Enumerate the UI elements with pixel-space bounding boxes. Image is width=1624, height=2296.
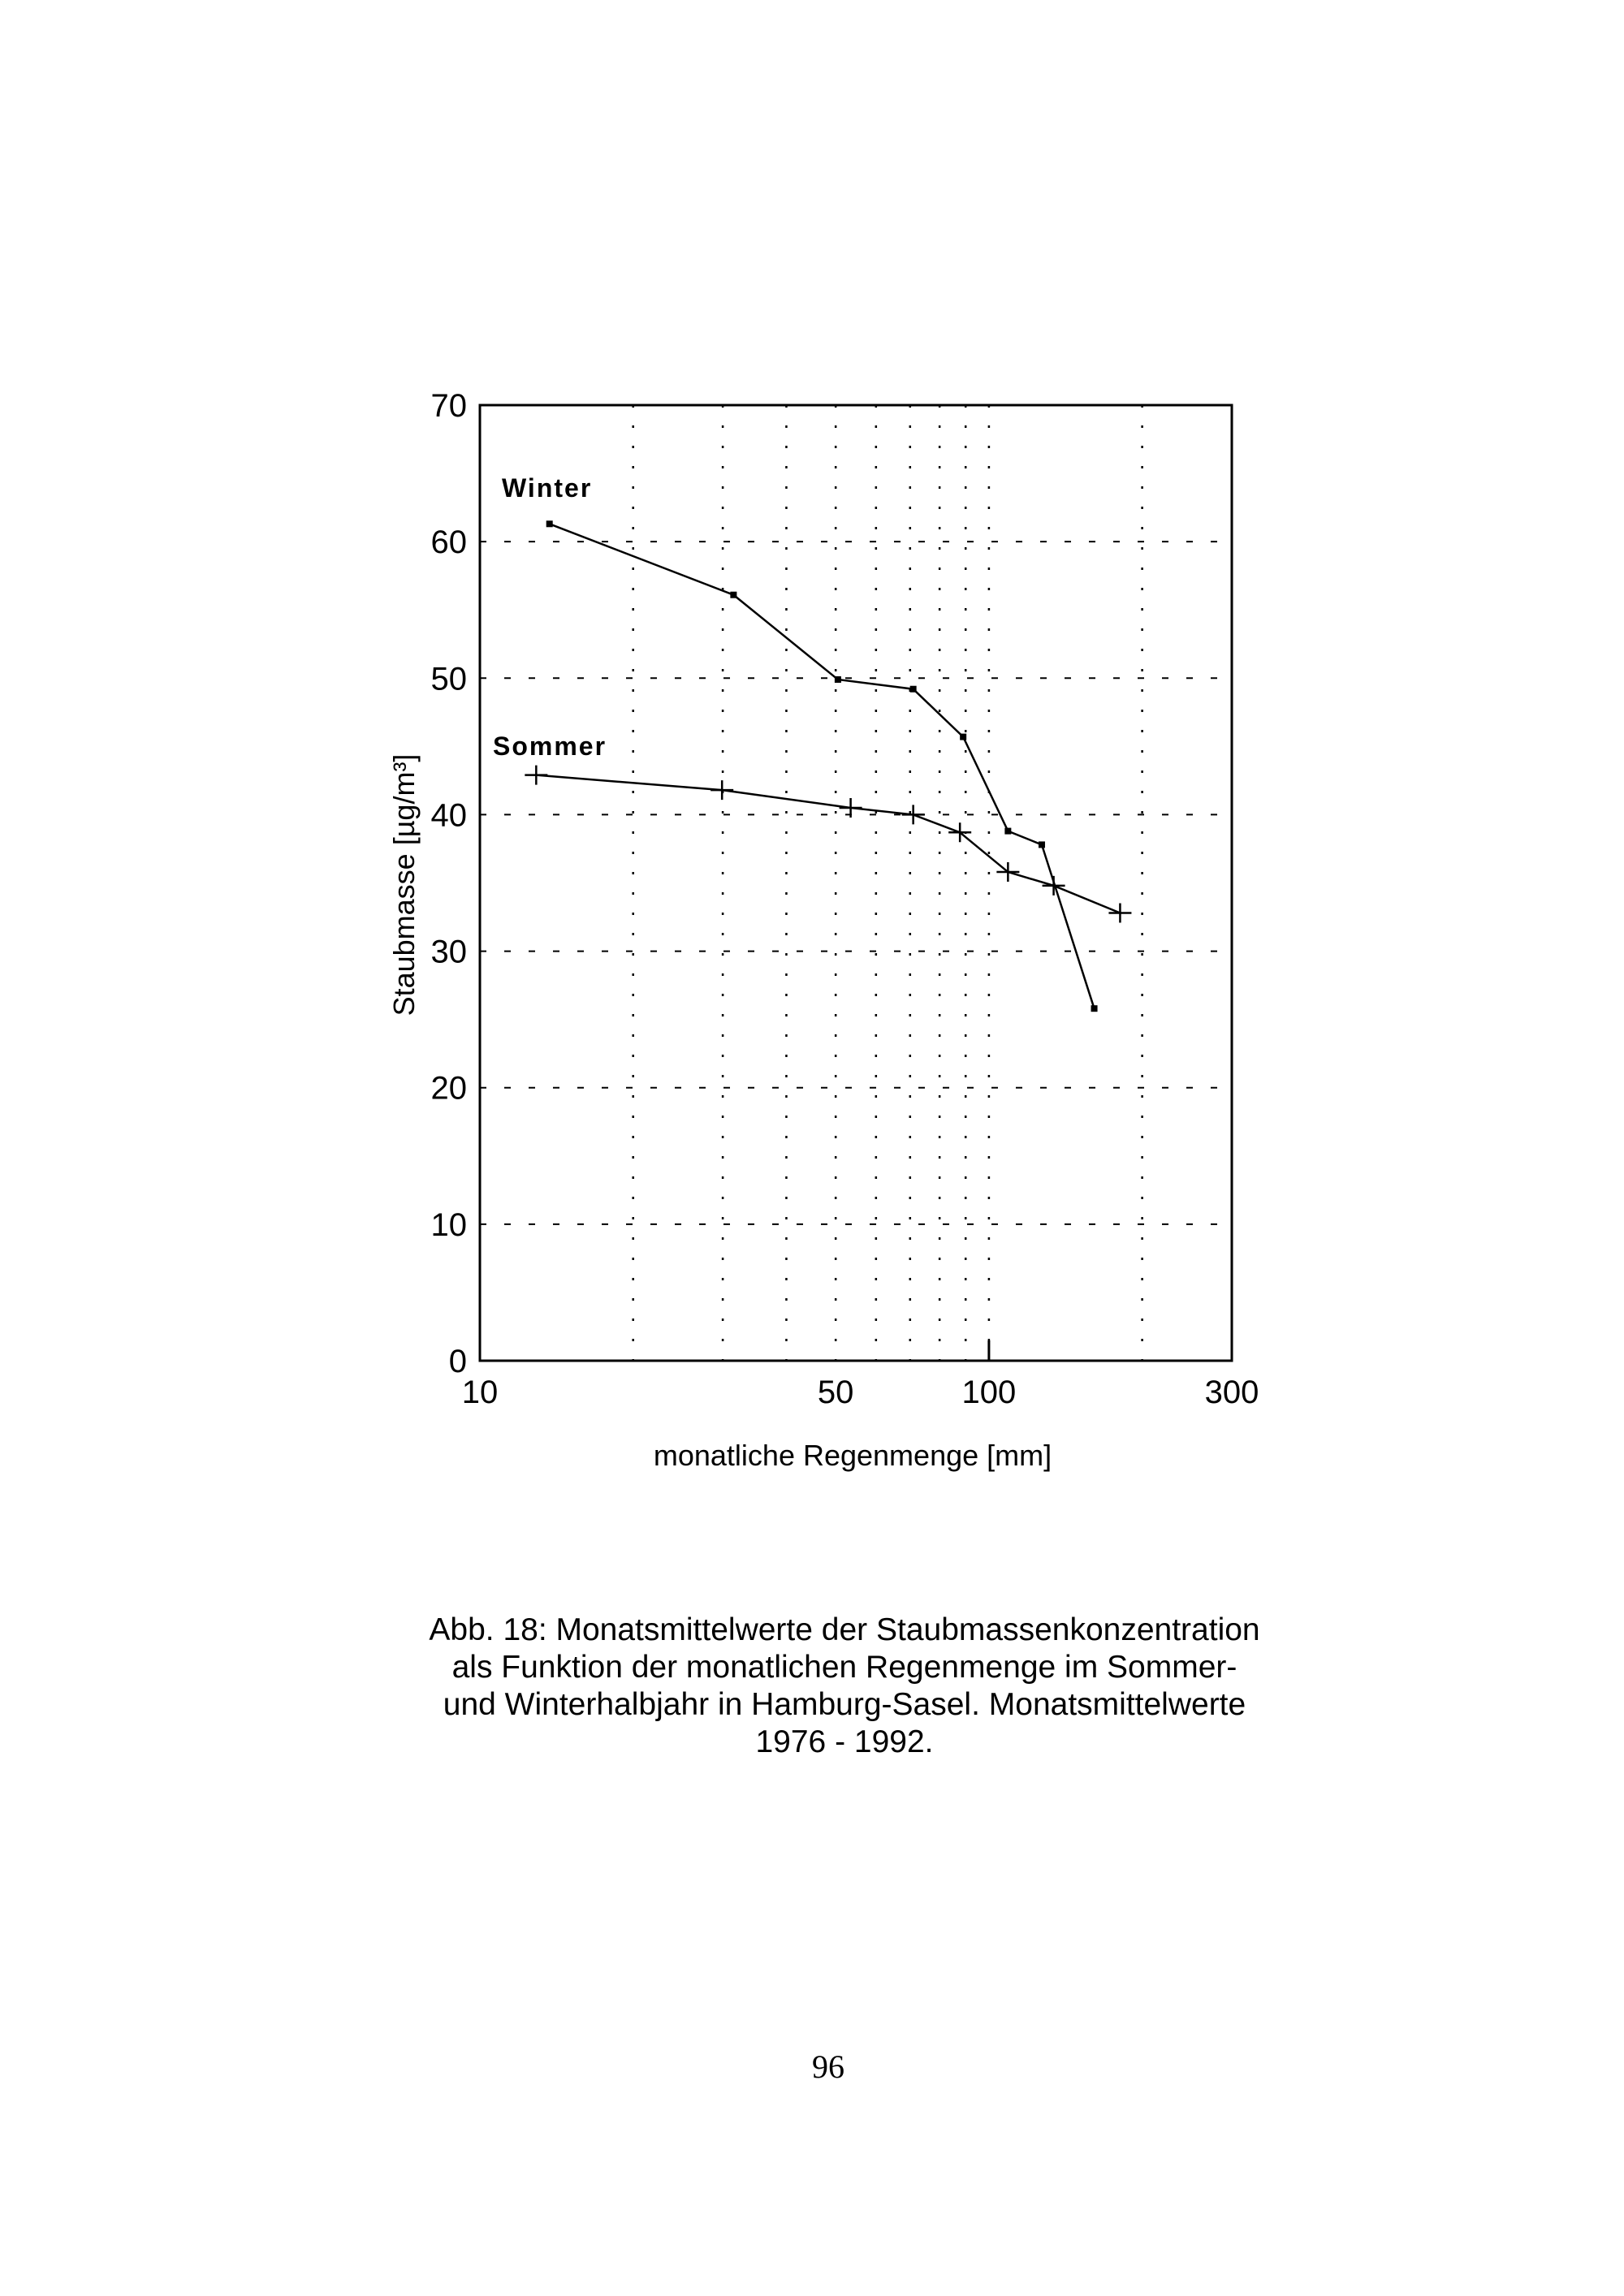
page-number: 96 xyxy=(812,2048,844,2085)
y-tick-label: 70 xyxy=(431,388,468,424)
data-point-winter xyxy=(1004,827,1012,835)
x-axis-label: monatliche Regenmenge [mm] xyxy=(654,1439,1052,1472)
data-point-sommer xyxy=(839,798,862,818)
series-line-sommer xyxy=(536,774,1121,914)
data-point-winter xyxy=(730,591,737,598)
data-point-sommer xyxy=(525,765,548,785)
data-point-sommer xyxy=(710,780,734,801)
data-point-winter xyxy=(1091,1005,1098,1012)
series-line-winter xyxy=(549,523,1095,1009)
y-tick-label: 60 xyxy=(431,524,468,560)
x-tick-label: 100 xyxy=(962,1375,1017,1410)
caption-line: Abb. 18: Monatsmittelwerte der Staubmass… xyxy=(429,1612,1260,1647)
x-tick-label: 300 xyxy=(1205,1375,1259,1410)
series-layer: Winter Sommer xyxy=(493,473,1132,1012)
data-point-winter xyxy=(1038,841,1045,848)
plot-frame xyxy=(478,404,1233,1362)
series-label-winter: Winter xyxy=(502,473,592,503)
caption-line: 1976 - 1992. xyxy=(755,1724,934,1759)
data-point-winter xyxy=(546,520,553,528)
data-point-winter xyxy=(960,733,967,740)
y-tick-label: 50 xyxy=(431,661,468,697)
grid xyxy=(480,405,1232,1361)
data-point-sommer xyxy=(948,822,972,843)
caption-line: als Funktion der monatlichen Regenmenge … xyxy=(451,1650,1237,1685)
data-point-winter xyxy=(834,675,841,683)
series-label-sommer: Sommer xyxy=(493,732,607,761)
x-tick-label: 50 xyxy=(818,1375,854,1410)
data-point-sommer xyxy=(1042,875,1065,896)
y-tick-label: 10 xyxy=(431,1207,468,1243)
data-point-winter xyxy=(909,685,917,693)
data-point-sommer xyxy=(1108,903,1132,923)
y-tick-label: 40 xyxy=(431,797,468,833)
y-axis-label: Staubmasse [µg/m³] xyxy=(387,754,421,1016)
data-point-sommer xyxy=(901,805,925,825)
figure-caption: Abb. 18: Monatsmittelwerte der Staubmass… xyxy=(357,1612,1332,1761)
y-tick-label: 30 xyxy=(431,934,468,970)
y-tick-label: 20 xyxy=(431,1071,468,1107)
caption-line: und Winterhalbjahr in Hamburg-Sasel. Mon… xyxy=(443,1687,1246,1722)
x-tick-label: 10 xyxy=(462,1375,499,1410)
y-tick-label: 0 xyxy=(449,1344,467,1379)
data-point-sommer xyxy=(996,862,1020,883)
